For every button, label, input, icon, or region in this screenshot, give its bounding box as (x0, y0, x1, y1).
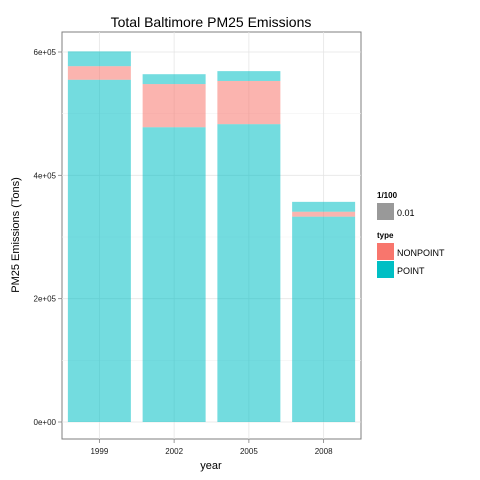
legend-key (377, 243, 394, 260)
bar-segment-2-2008 (292, 201, 356, 212)
bar-nonpoint-2008 (292, 211, 356, 217)
bars (67, 51, 356, 423)
bar-point-1999 (67, 79, 131, 422)
legend-key (377, 261, 394, 278)
x-axis-title: year (200, 460, 222, 472)
y-tick-label: 4e+05 (34, 171, 57, 180)
bar-segment-2-1999 (67, 51, 131, 67)
x-tick-label: 2008 (315, 447, 333, 456)
x-tick-label: 1999 (90, 447, 108, 456)
bar-nonpoint-2002 (142, 84, 206, 128)
legend-key (377, 203, 394, 220)
y-tick-label: 0e+00 (34, 418, 57, 427)
bar-nonpoint-1999 (67, 66, 131, 80)
x-tick-label: 2002 (165, 447, 183, 456)
x-axis: 1999 2002 2005 2008 (90, 439, 333, 456)
bar-point-2005 (217, 124, 281, 423)
y-axis: 0e+00 2e+05 4e+05 6e+05 (34, 48, 62, 427)
legend-label: POINT (397, 266, 425, 276)
bar-nonpoint-2005 (217, 80, 281, 125)
bar-point-2008 (292, 216, 356, 422)
bar-point-2002 (142, 127, 206, 422)
legend-title: type (377, 231, 394, 240)
x-tick-label: 2005 (240, 447, 258, 456)
y-axis-title: PM25 Emissions (Tons) (10, 177, 22, 293)
plot-area (61, 31, 362, 440)
bar-segment-2-2005 (217, 71, 281, 81)
legend-label: NONPOINT (397, 248, 445, 258)
y-tick-label: 2e+05 (34, 295, 57, 304)
y-tick-label: 6e+05 (34, 48, 57, 57)
bar-segment-2-2002 (142, 74, 206, 85)
legend-title: 1/100 (377, 191, 398, 200)
legend-label: 0.01 (397, 208, 415, 218)
chart-title: Total Baltimore PM25 Emissions (111, 14, 312, 30)
